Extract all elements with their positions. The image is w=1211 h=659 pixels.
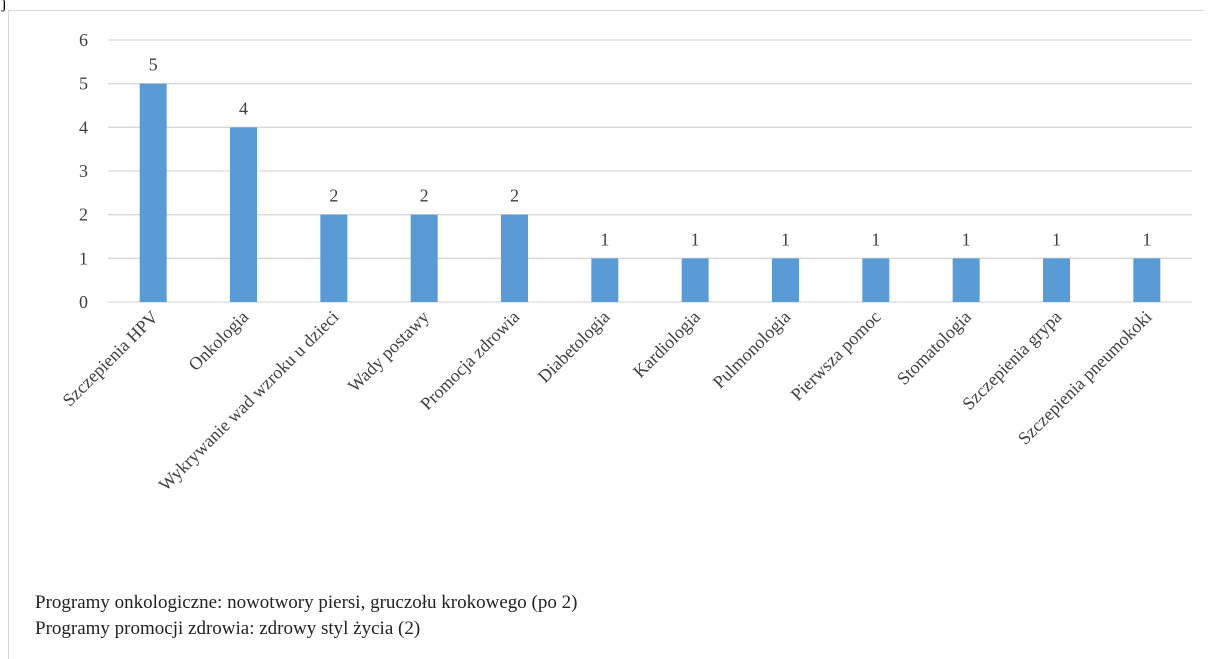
bar-chart: 0 1 2 3 4 5 6 5 4 2 2 2 1 1 1 1 1 1 1 Szczepienia HPV Onko… — [58, 30, 1192, 495]
bar — [501, 214, 528, 302]
note-health-promotion: Programy promocji zdrowia: zdrowy styl ż… — [35, 618, 421, 639]
x-tick-label: Stomatologia — [893, 307, 975, 389]
data-label: 1 — [600, 229, 609, 249]
data-label: 2 — [329, 186, 338, 206]
gridlines — [108, 39, 1192, 303]
data-label: 1 — [1052, 229, 1061, 249]
y-tick-label: 6 — [79, 30, 88, 50]
bar — [1043, 258, 1070, 302]
y-tick-label: 3 — [79, 161, 88, 181]
x-tick-label: Pierwsza pomoc — [787, 307, 885, 405]
data-label: 2 — [510, 186, 519, 206]
x-tick-label: Szczepienia HPV — [58, 307, 162, 411]
x-tick-label: Kardiologia — [629, 307, 704, 382]
y-tick-label: 1 — [79, 248, 88, 268]
y-tick-label: 5 — [79, 74, 88, 94]
x-tick-label: Onkologia — [184, 307, 252, 375]
bar — [681, 258, 709, 302]
bar — [410, 214, 438, 302]
data-label: 1 — [1142, 229, 1151, 249]
bar — [952, 258, 980, 302]
bar — [230, 127, 257, 302]
data-label: 5 — [149, 55, 158, 75]
x-tick-label: Wady postawy — [344, 307, 433, 396]
y-tick-label: 4 — [79, 117, 88, 137]
data-label: 1 — [781, 229, 790, 249]
data-labels: 5 4 2 2 2 1 1 1 1 1 1 1 — [149, 55, 1152, 250]
x-tick-label: Diabetologia — [534, 307, 614, 387]
data-label: 1 — [962, 229, 971, 249]
x-tick-label: Pulmonologia — [709, 307, 795, 393]
header-fragment: j — [2, 0, 7, 12]
x-tick-label: Promocja zdrowia — [416, 307, 523, 414]
bar — [1133, 258, 1161, 302]
data-label: 2 — [420, 186, 429, 206]
bars — [139, 83, 1161, 303]
x-tick-label: Wykrywanie wad wzroku u dzieci — [155, 307, 343, 495]
chart-notes: Programy onkologiczne: nowotwory piersi,… — [35, 590, 577, 642]
y-tick-label: 2 — [79, 205, 88, 225]
y-axis-ticks: 0 1 2 3 4 5 6 — [79, 30, 88, 312]
bar — [772, 258, 799, 302]
chart-frame — [8, 10, 1204, 659]
data-label: 1 — [871, 229, 880, 249]
y-tick-label: 0 — [79, 292, 88, 312]
bar — [139, 83, 167, 303]
data-label: 4 — [239, 98, 248, 118]
bar — [320, 214, 348, 302]
data-label: 1 — [691, 229, 700, 249]
bar — [591, 258, 619, 302]
bar — [862, 258, 890, 302]
note-oncology: Programy onkologiczne: nowotwory piersi,… — [35, 592, 578, 613]
